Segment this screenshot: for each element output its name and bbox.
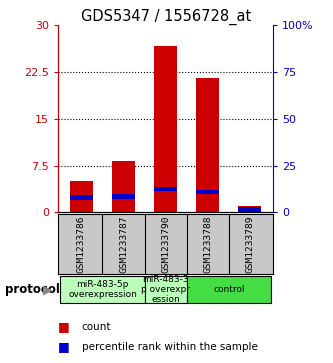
Bar [238, 207, 261, 212]
Text: count: count [82, 322, 111, 332]
Text: GSM1233790: GSM1233790 [161, 215, 170, 273]
Bar [70, 195, 93, 200]
Title: GDS5347 / 1556728_at: GDS5347 / 1556728_at [81, 9, 251, 25]
Bar [154, 187, 177, 191]
Text: protocol: protocol [5, 283, 60, 296]
Bar [112, 194, 135, 199]
Bar [196, 78, 219, 212]
Text: GSM1233789: GSM1233789 [245, 215, 254, 273]
Text: miR-483-5p
overexpression: miR-483-5p overexpression [68, 280, 137, 299]
Text: ■: ■ [58, 320, 70, 333]
Text: percentile rank within the sample: percentile rank within the sample [82, 342, 257, 352]
Bar [112, 161, 135, 212]
Bar [238, 206, 261, 212]
Bar [60, 276, 145, 303]
Bar [145, 276, 187, 303]
Text: ■: ■ [58, 340, 70, 353]
Bar [196, 189, 219, 194]
Bar [70, 181, 93, 212]
Text: GSM1233786: GSM1233786 [77, 215, 86, 273]
Bar [154, 46, 177, 212]
Text: miR-483-3
p overexpr
ession: miR-483-3 p overexpr ession [141, 274, 190, 305]
Text: control: control [213, 285, 245, 294]
Text: GSM1233787: GSM1233787 [119, 215, 128, 273]
Text: ▶: ▶ [43, 283, 52, 296]
Bar [187, 276, 271, 303]
Text: GSM1233788: GSM1233788 [203, 215, 212, 273]
